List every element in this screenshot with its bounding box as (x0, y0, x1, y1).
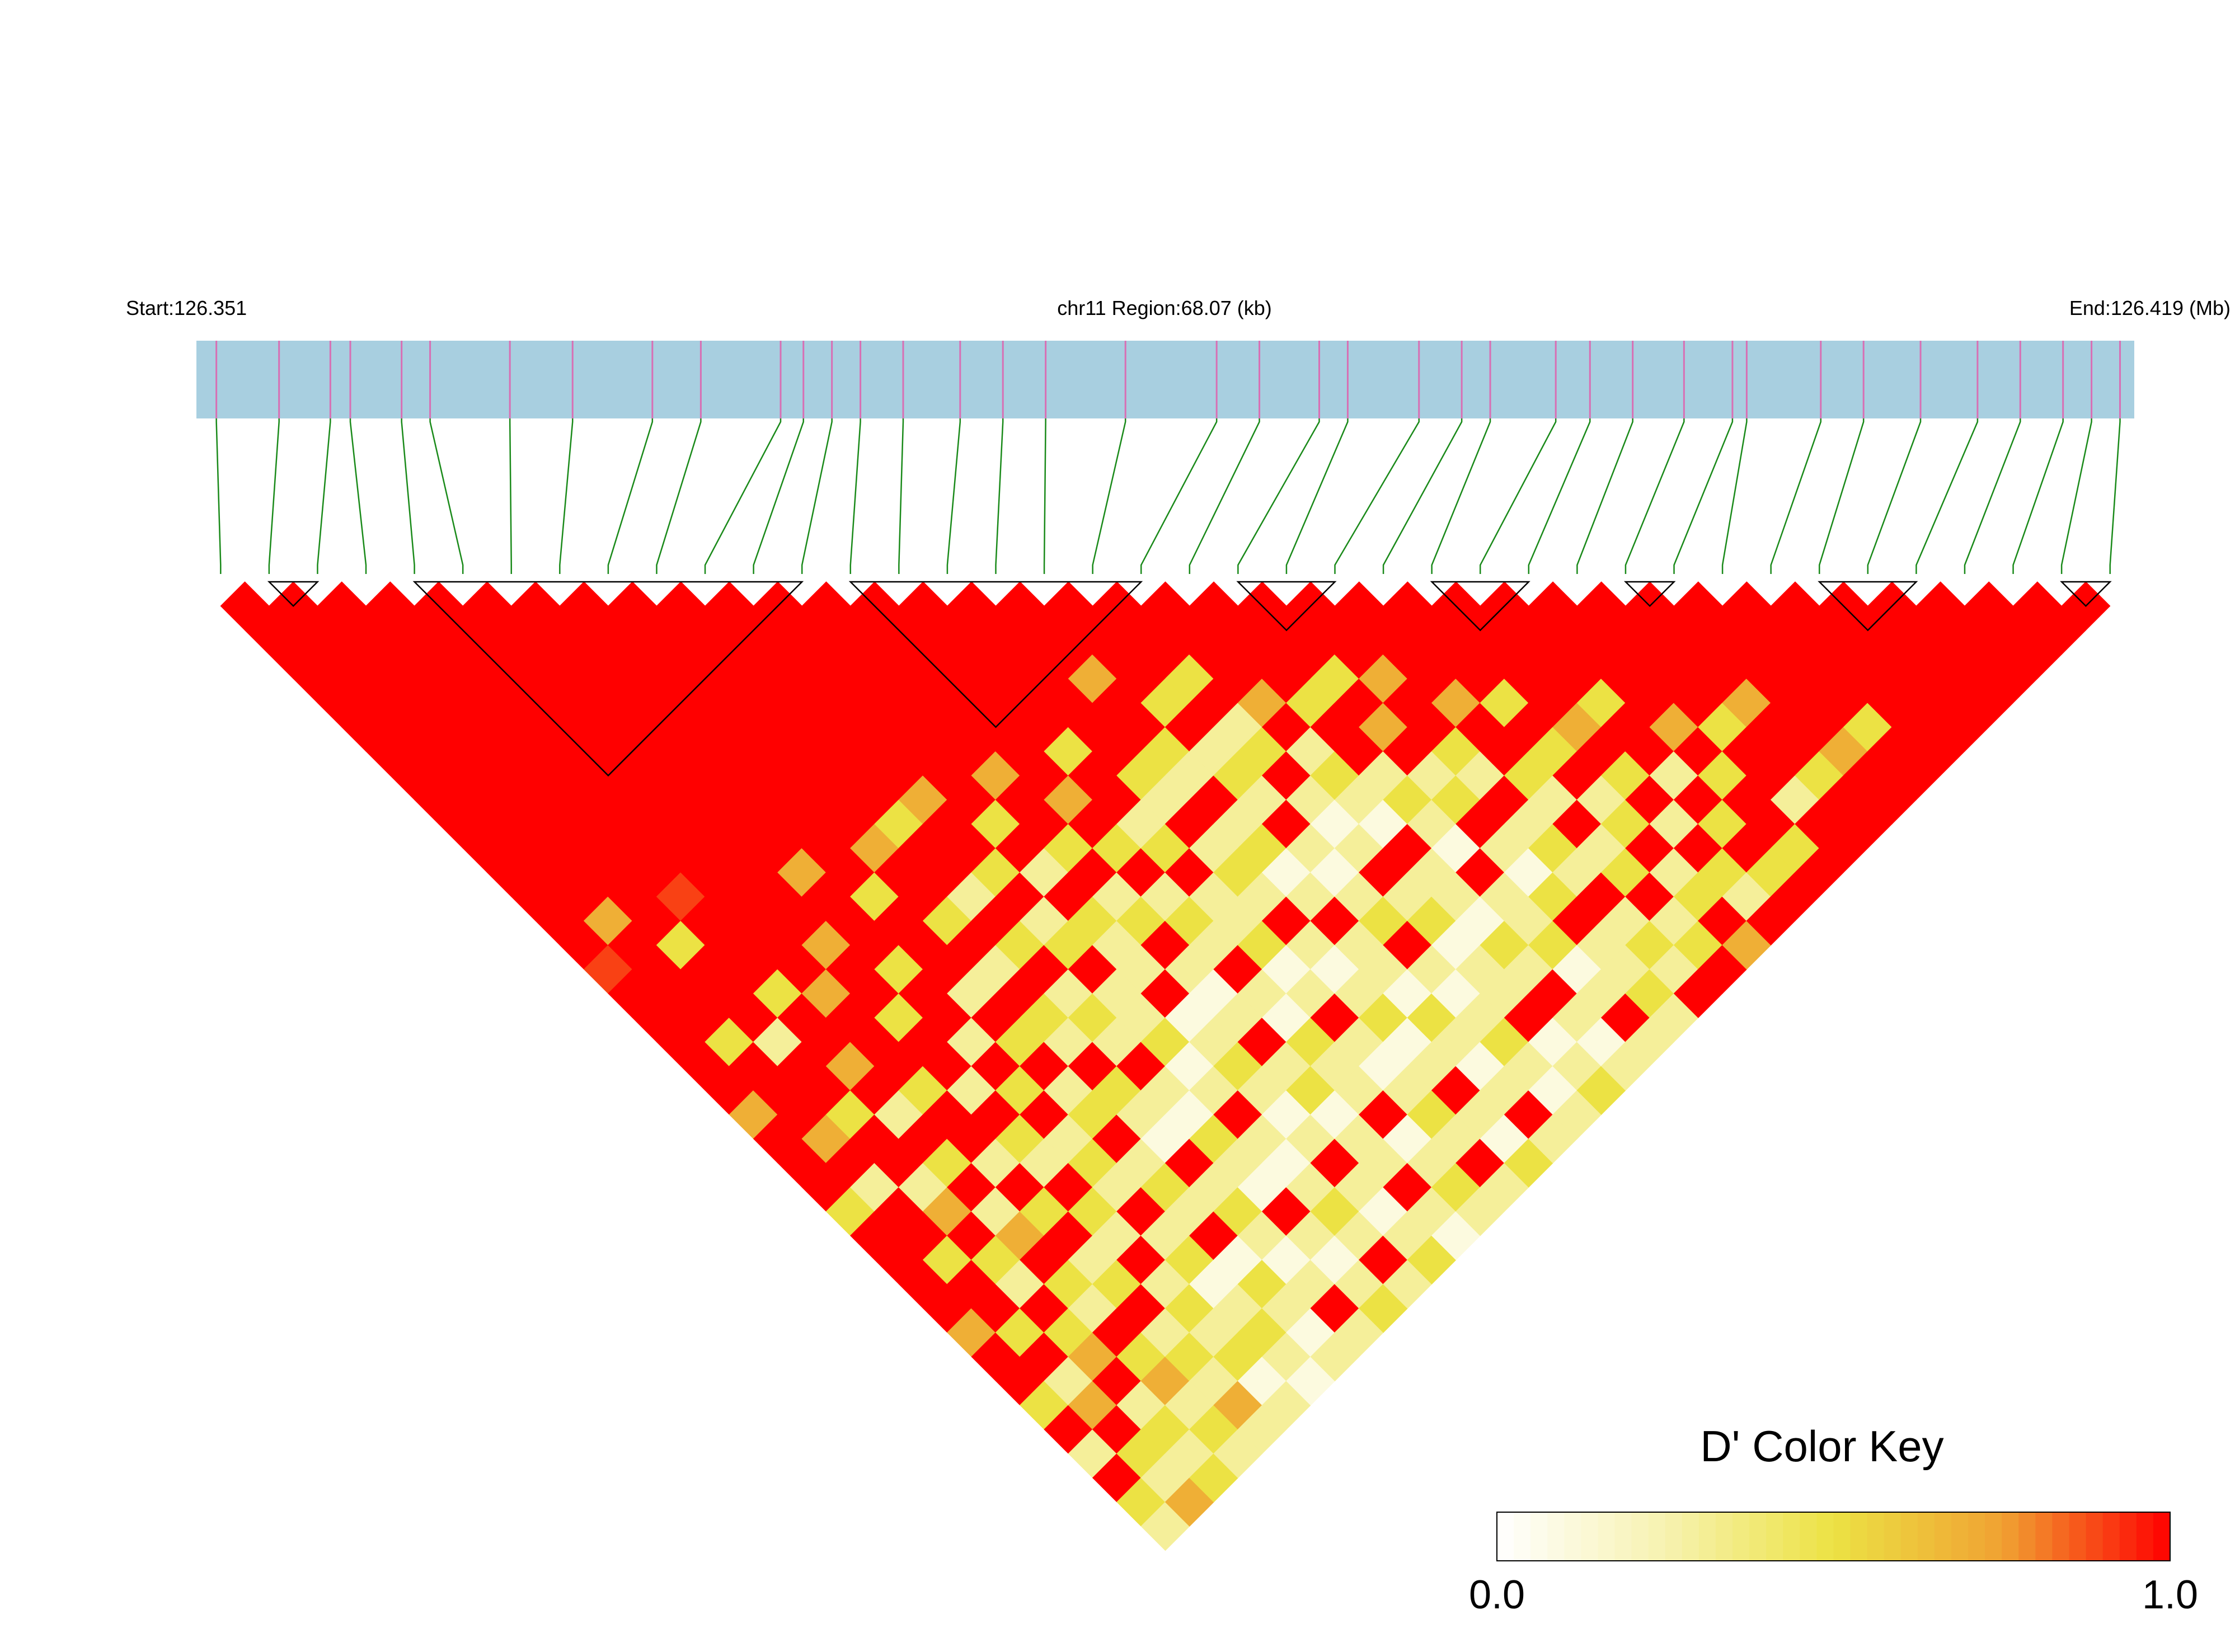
ld-block (267, 581, 320, 608)
color-key-swatch (1900, 1512, 1918, 1561)
snp-connector (704, 418, 782, 574)
color-key-swatch (2136, 1512, 2154, 1561)
snp-connector (1092, 418, 1126, 574)
color-key-swatch (1564, 1512, 1582, 1561)
snp-connector (607, 418, 654, 574)
color-key-swatch (1497, 1512, 1515, 1561)
color-key-swatch (2069, 1512, 2087, 1561)
snp-connector (429, 418, 464, 574)
snp-connector (1721, 418, 1748, 574)
color-key-swatch (1867, 1512, 1885, 1561)
color-key-swatch (2018, 1512, 2036, 1561)
color-key-swatch (1833, 1512, 1851, 1561)
color-key-swatch (1968, 1512, 1986, 1561)
snp-connector (849, 418, 861, 574)
color-key-swatch (1783, 1512, 1801, 1561)
snp-connector (1867, 418, 1922, 574)
snp-connector (801, 418, 833, 574)
region-label: chr11 Region:68.07 (kb) (1057, 296, 1272, 319)
ld-block (412, 581, 804, 777)
snp-connector (2060, 418, 2092, 574)
ld-block (1623, 581, 1676, 608)
snp-connector (509, 418, 512, 574)
snp-connector (1528, 418, 1591, 574)
snp-connector (656, 418, 702, 574)
color-key-swatch (1648, 1512, 1666, 1561)
color-key-swatch (1682, 1512, 1699, 1561)
snp-connector (2109, 418, 2121, 574)
snp-connector (1334, 418, 1420, 574)
snp-connector (1431, 418, 1491, 574)
snp-connector (753, 418, 804, 574)
color-key-swatch (1547, 1512, 1565, 1561)
snp-connector (1382, 418, 1463, 574)
ld-block (2060, 581, 2112, 608)
end-label: End:126.419 (Mb) (2069, 296, 2231, 319)
snp-connector (1140, 418, 1218, 574)
snp-connector (268, 418, 280, 574)
snp-connector (2012, 418, 2064, 574)
color-key-swatch (1614, 1512, 1632, 1561)
color-key-swatch (2102, 1512, 2120, 1561)
color-key-swatch (1917, 1512, 1935, 1561)
snp-connector (1915, 418, 1979, 574)
color-key-title: D' Color Key (1700, 1422, 1943, 1471)
color-key-swatch (1850, 1512, 1868, 1561)
snp-connector (1819, 418, 1865, 574)
position-bar (196, 341, 2134, 418)
ld-block (1430, 581, 1530, 632)
snp-connector (1189, 418, 1260, 574)
color-key-swatch (2119, 1512, 2137, 1561)
color-key-swatch (1631, 1512, 1649, 1561)
color-key-swatch (1884, 1512, 1901, 1561)
ld-block (1818, 581, 1918, 632)
snp-connector (1576, 418, 1633, 574)
snp-connector (1770, 418, 1822, 574)
color-key-tick-label: 1.0 (2142, 1573, 2198, 1617)
color-key-swatch (1665, 1512, 1683, 1561)
snp-connector (1624, 418, 1685, 574)
snp-connector (317, 418, 331, 574)
snp-connector (995, 418, 1004, 574)
color-key-swatch (2052, 1512, 2070, 1561)
color-key-swatch (1715, 1512, 1734, 1561)
color-key-swatch (2035, 1512, 2053, 1561)
color-key-swatch (1581, 1512, 1599, 1561)
snp-connector (1237, 418, 1320, 574)
snp-connector (1673, 418, 1734, 574)
snp-connector (559, 418, 574, 574)
snp-connector (1479, 418, 1557, 574)
color-key-swatch (2153, 1512, 2171, 1561)
color-key-swatch (1732, 1512, 1750, 1561)
color-key-swatch (1816, 1512, 1834, 1561)
ld-block (848, 581, 1143, 728)
color-key-swatch (1766, 1512, 1784, 1561)
color-key-swatch (1951, 1512, 1969, 1561)
color-key-swatch (2086, 1512, 2103, 1561)
color-key-swatch (1514, 1512, 1532, 1561)
start-label: Start:126.351 (126, 296, 247, 319)
snp-connector (898, 418, 904, 574)
snp-connector (946, 418, 961, 574)
snp-connector (1043, 418, 1046, 574)
snp-connector (1964, 418, 2021, 574)
color-key-swatch (1698, 1512, 1716, 1561)
snp-connector (401, 418, 415, 574)
color-key-frame (1496, 1512, 2171, 1561)
snp-connector (1285, 418, 1349, 574)
snp-connector (349, 418, 367, 574)
color-key-swatch (1530, 1512, 1548, 1561)
color-key-swatch (1985, 1512, 2003, 1561)
ld-block (1236, 581, 1337, 632)
color-key-swatch (1598, 1512, 1616, 1561)
color-key-tick-label: 0.0 (1469, 1573, 1525, 1617)
color-key-swatch (2002, 1512, 2020, 1561)
snp-connector (215, 418, 222, 574)
color-key-swatch (1934, 1512, 1952, 1561)
color-key-swatch (1800, 1512, 1818, 1561)
color-key-swatch (1749, 1512, 1767, 1561)
